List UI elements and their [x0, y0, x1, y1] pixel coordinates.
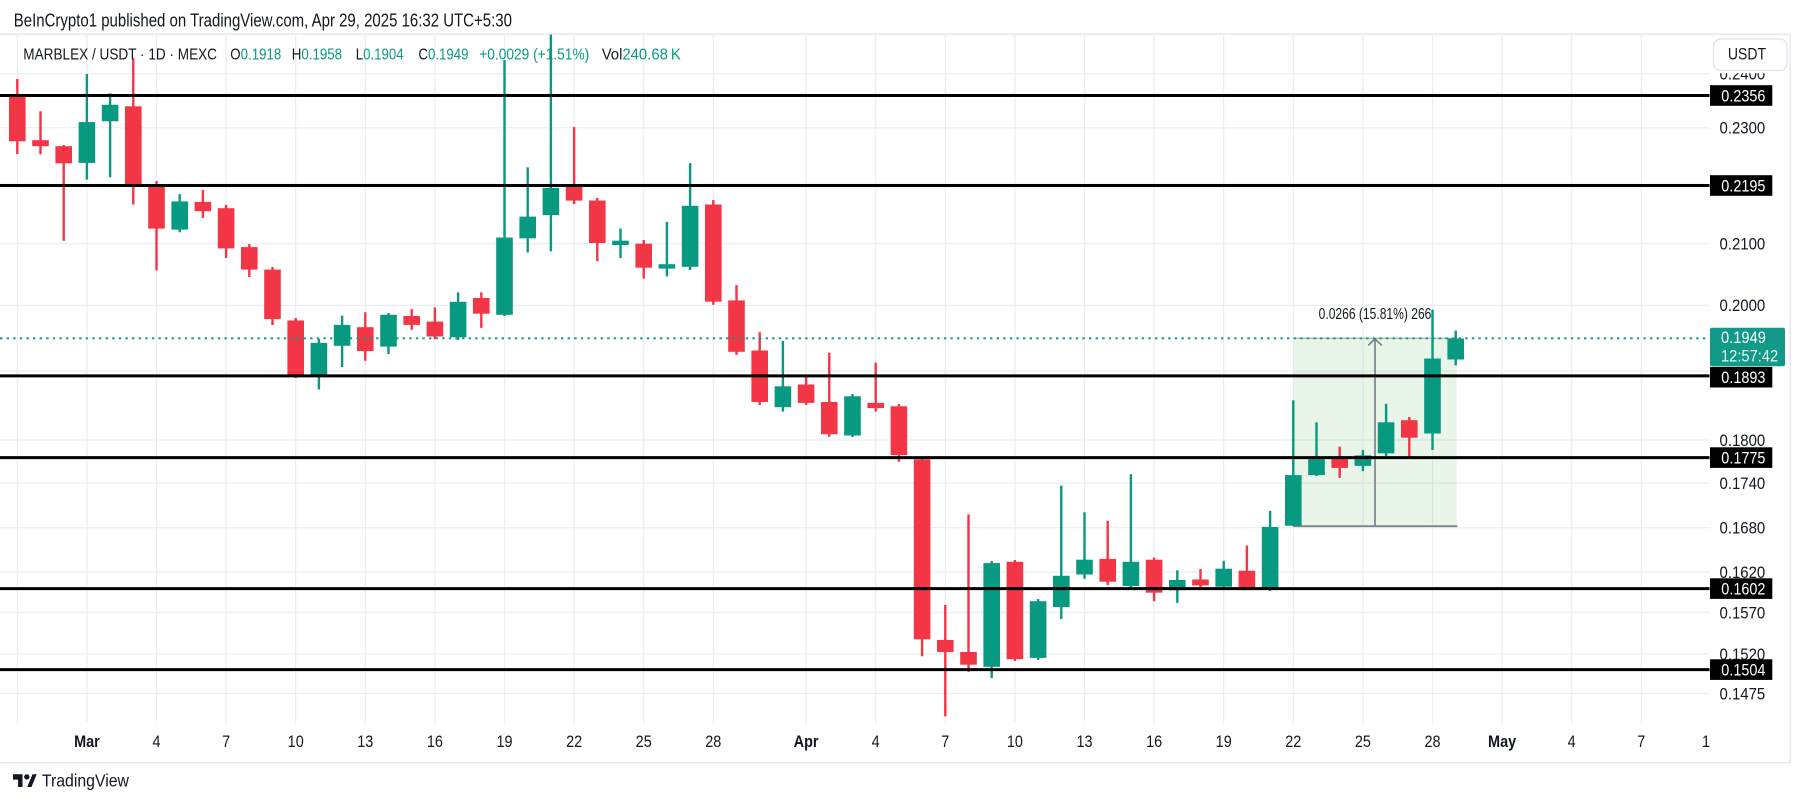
svg-text:0.1949: 0.1949	[1721, 329, 1766, 347]
svg-text:0.0266 (15.81%) 266: 0.0266 (15.81%) 266	[1319, 305, 1432, 323]
svg-text:4: 4	[872, 733, 880, 751]
svg-text:0.2300: 0.2300	[1720, 120, 1766, 138]
svg-text:Apr: Apr	[794, 733, 819, 751]
svg-text:0.1570: 0.1570	[1720, 604, 1766, 622]
svg-text:1: 1	[1702, 733, 1710, 751]
svg-text:25: 25	[636, 733, 652, 751]
svg-text:16: 16	[427, 733, 443, 751]
svg-text:0.1775: 0.1775	[1721, 449, 1765, 467]
svg-text:0.1602: 0.1602	[1721, 580, 1765, 598]
svg-text:28: 28	[705, 733, 721, 751]
svg-text:Vol240.68 K: Vol240.68 K	[602, 46, 682, 64]
svg-text:0.1893: 0.1893	[1721, 369, 1765, 387]
svg-text:22: 22	[566, 733, 582, 751]
svg-text:H0.1958: H0.1958	[292, 47, 342, 64]
svg-text:22: 22	[1285, 733, 1301, 751]
svg-text:USDT: USDT	[1728, 45, 1766, 63]
svg-text:0.2100: 0.2100	[1720, 236, 1766, 254]
svg-text:7: 7	[1637, 733, 1645, 751]
svg-text:May: May	[1488, 733, 1516, 751]
svg-text:0.2400: 0.2400	[1720, 66, 1766, 84]
svg-text:4: 4	[1568, 733, 1576, 751]
svg-text:+0.0029 (+1.51%): +0.0029 (+1.51%)	[479, 46, 589, 64]
svg-text:7: 7	[222, 733, 230, 751]
svg-text:0.1504: 0.1504	[1721, 661, 1765, 679]
svg-text:4: 4	[152, 733, 160, 751]
svg-text:MARBLEX / USDT · 1D · MEXC: MARBLEX / USDT · 1D · MEXC	[23, 47, 217, 64]
svg-text:0.2195: 0.2195	[1721, 177, 1765, 195]
svg-text:0.1620: 0.1620	[1720, 564, 1766, 582]
svg-text:10: 10	[1007, 733, 1023, 751]
svg-text:0.2000: 0.2000	[1720, 297, 1766, 315]
svg-text:C0.1949: C0.1949	[418, 47, 468, 64]
svg-text:7: 7	[941, 733, 949, 751]
svg-text:0.1680: 0.1680	[1720, 520, 1766, 538]
svg-text:BeInCrypto1 published on Tradi: BeInCrypto1 published on TradingView.com…	[14, 10, 512, 31]
svg-text:0.1475: 0.1475	[1720, 686, 1766, 704]
svg-text:0.1740: 0.1740	[1720, 475, 1766, 493]
svg-text:TradingView: TradingView	[42, 771, 130, 791]
svg-text:10: 10	[288, 733, 304, 751]
svg-text:O0.1918: O0.1918	[230, 47, 281, 64]
svg-text:Mar: Mar	[74, 733, 100, 751]
svg-text:0.2356: 0.2356	[1721, 87, 1765, 105]
svg-text:19: 19	[496, 733, 512, 751]
svg-text:25: 25	[1355, 733, 1371, 751]
svg-text:19: 19	[1216, 733, 1232, 751]
svg-text:0.1800: 0.1800	[1720, 432, 1766, 450]
svg-text:13: 13	[357, 733, 373, 751]
svg-text:L0.1904: L0.1904	[356, 47, 404, 64]
svg-text:16: 16	[1146, 733, 1162, 751]
svg-text:12:57:42: 12:57:42	[1721, 348, 1778, 366]
svg-text:28: 28	[1424, 733, 1440, 751]
svg-text:13: 13	[1076, 733, 1092, 751]
